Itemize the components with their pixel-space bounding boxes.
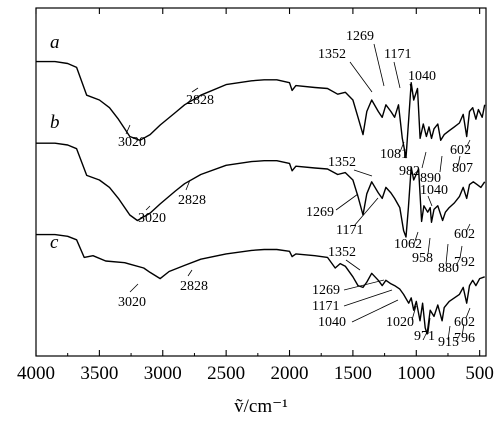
leader-c-796 (461, 323, 465, 337)
peak-label-b-1269: 1269 (306, 205, 334, 220)
leader-a-982 (421, 151, 427, 169)
leader-a-602 (465, 139, 471, 149)
peak-label-a-1171: 1171 (384, 47, 411, 62)
spectrum-a (36, 60, 486, 159)
leader-c-1040 (351, 299, 399, 323)
leader-b-1352 (353, 169, 373, 177)
peak-label-b-958: 958 (412, 251, 433, 266)
peak-label-c-915: 915 (438, 335, 459, 350)
leader-b-958 (427, 237, 431, 255)
leader-a-1352 (349, 61, 373, 93)
peak-label-c-1269: 1269 (312, 283, 340, 298)
peak-label-b-1352: 1352 (328, 155, 356, 170)
x-tick-label-4000: 4000 (17, 363, 55, 384)
peak-label-c-1040: 1040 (318, 315, 346, 330)
peak-label-a-602: 602 (450, 143, 471, 158)
leader-c-2828 (187, 269, 193, 277)
peak-label-a-890: 890 (420, 171, 441, 186)
peak-leader-lines (125, 43, 471, 341)
leader-c-3020 (129, 283, 139, 293)
x-axis-ticks (35, 8, 481, 356)
leader-a-1269 (373, 43, 385, 87)
leader-b-1171 (353, 197, 379, 227)
peak-label-c-1171: 1171 (312, 299, 339, 314)
x-tick-label-3000: 3000 (144, 363, 182, 384)
peak-label-b-602: 602 (454, 227, 475, 242)
leader-a-890 (439, 155, 443, 173)
peak-label-b-792: 792 (454, 255, 475, 270)
leader-c-1352 (345, 259, 361, 271)
x-tick-label-500: 500 (465, 363, 494, 384)
peak-label-a-982: 982 (399, 164, 420, 179)
peak-label-b-1040: 1040 (420, 183, 448, 198)
x-tick-label-2000: 2000 (271, 363, 309, 384)
leader-a-2828 (191, 87, 199, 93)
leader-c-602 (465, 307, 471, 319)
leader-b-1269 (335, 193, 359, 211)
leader-b-1062 (413, 231, 419, 245)
leader-b-1040 (427, 195, 433, 207)
peak-label-c-3020: 3020 (118, 295, 146, 310)
leader-b-3020 (145, 205, 151, 211)
leader-a-807 (457, 155, 461, 167)
x-tick-label-1000: 1000 (397, 363, 435, 384)
leader-b-602 (465, 223, 471, 233)
leader-a-1171 (393, 61, 401, 89)
spectra (36, 60, 486, 335)
leader-b-792 (459, 245, 463, 259)
peak-label-b-2828: 2828 (178, 193, 206, 208)
peak-label-a-1352: 1352 (318, 47, 346, 62)
x-tick-label-3500: 3500 (80, 363, 118, 384)
peak-label-a-807: 807 (452, 161, 473, 176)
x-tick-label-2500: 2500 (207, 363, 245, 384)
spectrum-b (36, 142, 486, 238)
spectrum-c (36, 233, 485, 335)
leader-c-915 (447, 325, 451, 341)
peak-label-b-1171: 1171 (336, 223, 363, 238)
peak-label-b-880: 880 (438, 261, 459, 276)
peak-label-b-1062: 1062 (394, 237, 422, 252)
leader-b-880 (445, 243, 449, 265)
peak-label-c-2828: 2828 (180, 279, 208, 294)
peak-label-a-2828: 2828 (186, 93, 214, 108)
peak-label-c-602: 602 (454, 315, 475, 330)
series-label-b: b (50, 112, 60, 133)
x-tick-label-1500: 1500 (334, 363, 372, 384)
peak-label-c-971: 971 (414, 329, 435, 344)
peak-label-b-3020: 3020 (138, 211, 166, 226)
x-axis-tick-labels: 4000 3500 3000 2500 2000 1500 1000 500 (17, 363, 494, 384)
leader-a-1081 (399, 141, 405, 153)
x-axis-label: ṽ/cm⁻¹ (234, 396, 288, 417)
peak-label-c-1020: 1020 (386, 315, 414, 330)
leader-c-1171 (343, 289, 393, 307)
leader-c-1269 (343, 279, 385, 291)
peak-label-c-796: 796 (454, 331, 475, 346)
leader-c-1020 (411, 305, 417, 321)
peak-label-a-1040: 1040 (408, 69, 436, 84)
peak-label-a-1269: 1269 (346, 29, 374, 44)
peak-label-a-1081: 1081 (380, 147, 408, 162)
plot-frame (35, 7, 487, 357)
leader-b-2828 (185, 179, 191, 191)
series-label-c: c (50, 232, 59, 253)
peak-label-c-1352: 1352 (328, 245, 356, 260)
peak-label-a-3020: 3020 (118, 135, 146, 150)
leader-c-971 (427, 317, 431, 335)
series-label-a: a (50, 32, 60, 53)
leader-a-3020 (125, 124, 131, 135)
leader-a-1040 (409, 83, 415, 99)
